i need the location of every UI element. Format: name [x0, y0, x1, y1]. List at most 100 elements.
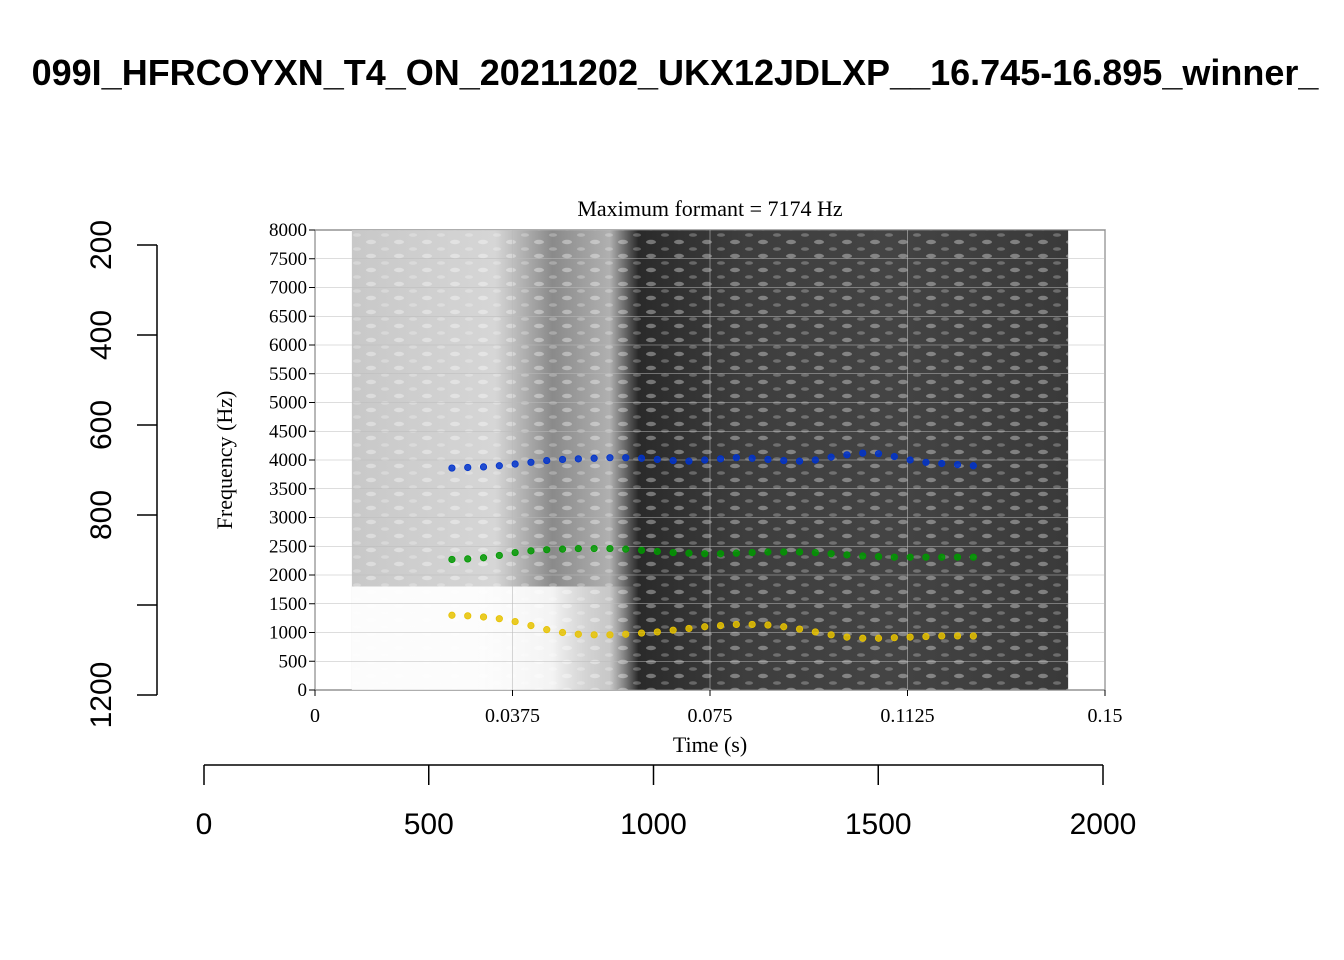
- formant-point: [669, 456, 677, 465]
- formant-point: [574, 455, 582, 463]
- formant-point: [653, 547, 661, 556]
- formant-point: [906, 633, 914, 641]
- formant-point: [606, 631, 614, 639]
- formant-point: [685, 457, 693, 465]
- formant-point: [890, 553, 898, 561]
- formant-point: [922, 632, 930, 641]
- formant-point: [574, 630, 582, 638]
- formant-point: [732, 549, 740, 557]
- formant-point: [448, 611, 456, 619]
- formant-point: [811, 548, 819, 557]
- formant-point: [969, 462, 977, 470]
- formant-point: [874, 552, 883, 561]
- outer-x-tick-label: 2000: [1070, 808, 1137, 841]
- formant-series-2: [448, 544, 977, 564]
- x-tick-label: 0.15: [1088, 705, 1123, 727]
- formant-tracks: [448, 449, 977, 642]
- formant-point: [764, 621, 772, 629]
- formant-point: [906, 553, 914, 561]
- formant-point: [890, 634, 898, 642]
- formant-point: [859, 552, 867, 560]
- formant-series-1: [448, 449, 977, 472]
- formant-point: [543, 546, 551, 554]
- formant-point: [732, 454, 740, 462]
- y-tick-label: 4000: [269, 450, 307, 471]
- formant-point: [780, 456, 788, 465]
- formant-point: [511, 460, 519, 468]
- formant-point: [543, 456, 551, 465]
- x-tick-label: 0.1125: [880, 705, 934, 727]
- y-tick-label: 7000: [269, 278, 307, 299]
- formant-point: [811, 628, 819, 636]
- spectrogram-panel: 0 500 1000 1500 2000 2500 3000 3500 4000 4500 5000…: [212, 196, 1123, 757]
- formant-point: [622, 545, 630, 553]
- outer-x-tick-label: 1000: [620, 808, 687, 841]
- formant-point: [827, 453, 835, 461]
- formant-point: [511, 617, 519, 626]
- formant-point: [748, 454, 756, 462]
- outer-y-tick-label: 200: [85, 220, 118, 270]
- formant-point: [938, 632, 946, 640]
- formant-point: [653, 628, 661, 636]
- formant-point: [495, 551, 503, 560]
- outer-y-tick-label: 1200: [85, 662, 118, 729]
- formant-point: [701, 456, 709, 464]
- formant-point: [748, 620, 756, 629]
- formant-point: [685, 624, 693, 633]
- formant-point: [669, 548, 677, 557]
- formant-point: [764, 548, 772, 556]
- formant-point: [843, 633, 851, 641]
- x-tick-label: 0.075: [688, 705, 733, 727]
- formant-point: [495, 615, 503, 623]
- outer-y-tick-label: 400: [85, 310, 118, 360]
- formant-point: [811, 456, 819, 464]
- formant-point: [701, 623, 709, 631]
- formant-point: [479, 554, 488, 562]
- y-tick-label: 7500: [269, 249, 307, 270]
- formant-point: [906, 456, 914, 464]
- y-tick-label: 3500: [269, 479, 307, 500]
- y-tick-label: 6500: [269, 306, 307, 327]
- formant-point: [843, 451, 851, 459]
- formant-point: [969, 553, 977, 561]
- formant-point: [558, 455, 567, 464]
- formant-point: [764, 455, 772, 464]
- formant-point: [859, 634, 867, 642]
- formant-point: [527, 458, 535, 466]
- formant-point: [669, 626, 677, 634]
- formant-point: [953, 632, 962, 640]
- formant-point: [780, 548, 788, 556]
- formant-point: [558, 545, 567, 553]
- formant-point: [874, 634, 883, 642]
- formant-point: [795, 548, 804, 556]
- outer-ticks: 0 500 1000 1500 2000 200 400 600 800 1200: [85, 220, 1136, 841]
- y-tick-label: 8000: [269, 220, 307, 241]
- formant-point: [938, 553, 946, 561]
- x-axis-label: Time (s): [673, 732, 747, 757]
- formant-point: [543, 626, 551, 634]
- formant-point: [590, 631, 598, 639]
- formant-point: [795, 625, 804, 633]
- formant-point: [448, 555, 456, 564]
- formant-point: [827, 631, 835, 639]
- formant-point: [748, 548, 756, 557]
- formant-point: [464, 555, 472, 563]
- formant-point: [558, 628, 567, 637]
- spectrogram-title: Maximum formant = 7174 Hz: [577, 196, 843, 221]
- formant-point: [479, 613, 488, 621]
- outer-x-tick-label: 1500: [845, 808, 912, 841]
- y-tick-label: 5000: [269, 393, 307, 414]
- y-tick-label: 2500: [269, 536, 307, 557]
- formant-point: [827, 550, 835, 558]
- formant-point: [922, 553, 930, 561]
- formant-point: [843, 551, 851, 559]
- outer-y-tick-label: 800: [85, 490, 118, 540]
- y-tick-label: 4500: [269, 421, 307, 442]
- formant-point: [890, 452, 898, 461]
- formant-point: [448, 464, 456, 472]
- formant-point: [590, 454, 598, 462]
- y-tick-label: 3000: [269, 508, 307, 529]
- formant-point: [938, 459, 946, 468]
- formant-point: [716, 455, 725, 463]
